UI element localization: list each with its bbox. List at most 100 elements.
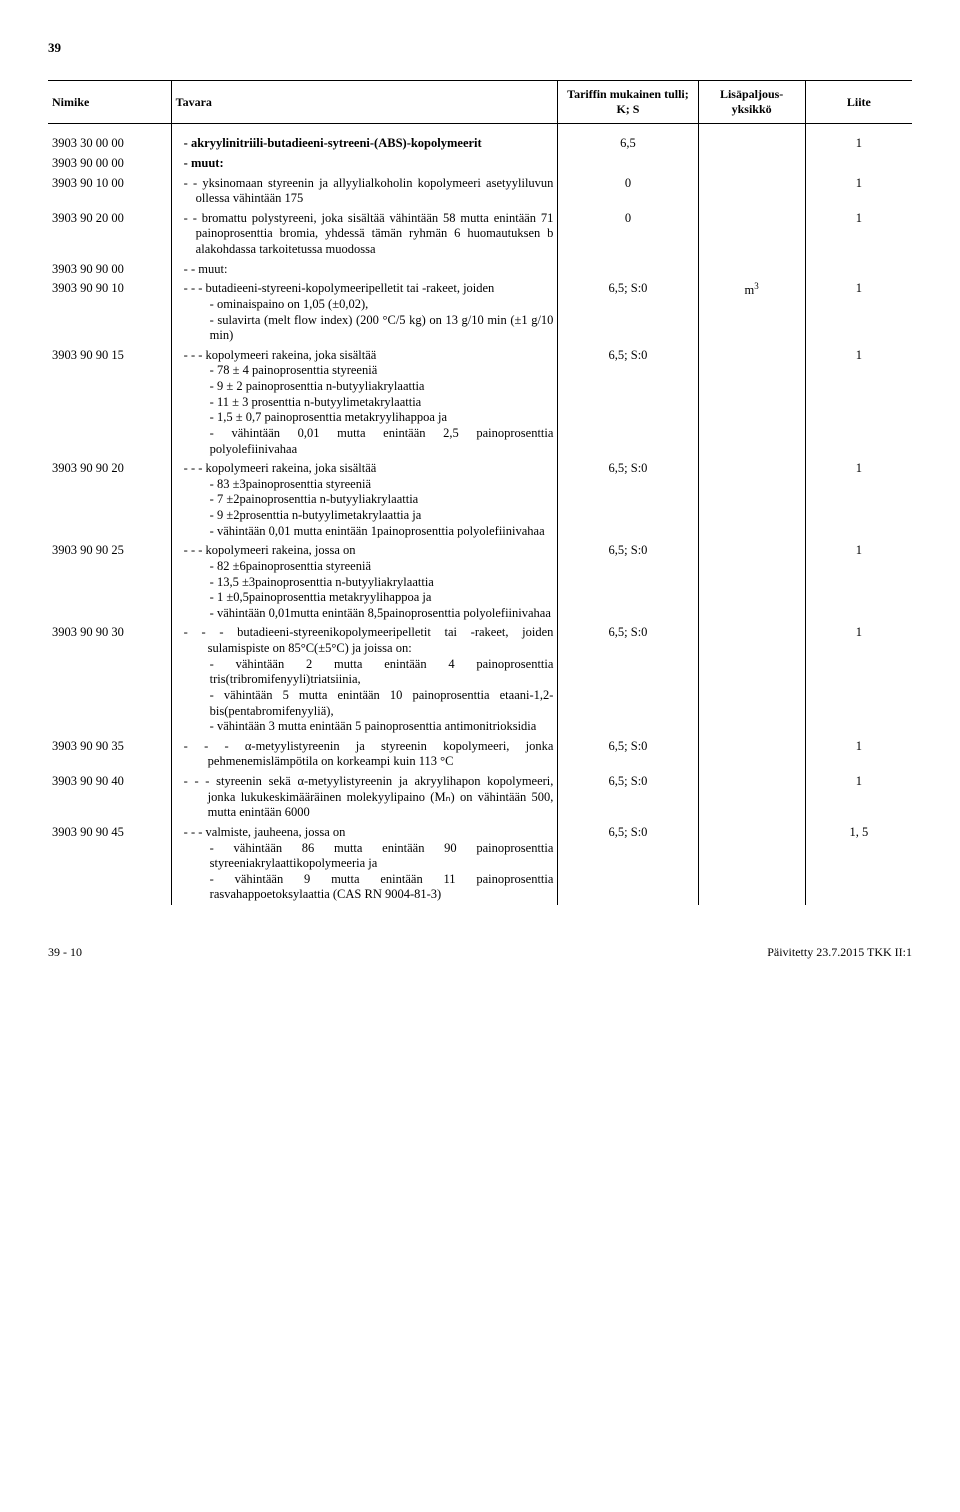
description-subline: - vähintään 2 mutta enintään 4 painopros…	[178, 657, 554, 688]
table-row: 3903 90 90 10- - - butadieeni-styreeni-k…	[48, 279, 912, 346]
header-tavara: Tavara	[171, 81, 558, 124]
description-subline: - sulavirta (melt flow index) (200 °C/5 …	[178, 313, 554, 344]
table-row: 3903 90 00 00- muut:	[48, 154, 912, 174]
yksikko-cell	[698, 134, 805, 154]
header-tulli: Tariffin mukainen tulli; K; S	[558, 81, 698, 124]
table-row: 3903 90 90 45 - - - valmiste, jauheena, j…	[48, 823, 912, 905]
liite-cell: 1	[805, 209, 912, 260]
liite-cell: 1	[805, 134, 912, 154]
description-cell: - - - kopolymeeri rakeina, joka sisältää…	[171, 346, 558, 459]
description-subline: - 1,5 ± 0,7 painoprosenttia metakryyliha…	[178, 410, 554, 426]
liite-cell	[805, 154, 912, 174]
tulli-cell: 6,5; S:0	[558, 279, 698, 346]
code-cell: 3903 90 20 00	[48, 209, 171, 260]
page-number-top: 39	[48, 40, 912, 56]
description-subline: - vähintään 9 mutta enintään 11 painopro…	[178, 872, 554, 903]
yksikko-cell	[698, 209, 805, 260]
tulli-cell: 6,5	[558, 134, 698, 154]
description-main: - muut:	[178, 156, 554, 172]
description-subline: - vähintään 0,01mutta enintään 8,5painop…	[178, 606, 554, 622]
code-cell: 3903 90 90 35	[48, 737, 171, 772]
table-row: 3903 90 90 00- - muut:	[48, 260, 912, 280]
code-cell: 3903 90 90 10	[48, 279, 171, 346]
description-subline: - vähintään 0,01 mutta enintään 1painopr…	[178, 524, 554, 540]
footer-left: 39 - 10	[48, 945, 82, 960]
yksikko-cell: m3	[698, 279, 805, 346]
description-subline: - 9 ±2prosenttia n-butyylimetakrylaattia…	[178, 508, 554, 524]
description-subline: - 82 ±6painoprosenttia styreeniä	[178, 559, 554, 575]
description-main: - - - valmiste, jauheena, jossa on	[178, 825, 554, 841]
liite-cell	[805, 260, 912, 280]
table-row: 3903 90 90 40- - - styreenin sekä α-mety…	[48, 772, 912, 823]
header-nimike: Nimike	[48, 81, 171, 124]
yksikko-cell	[698, 346, 805, 459]
description-subline: - 11 ± 3 prosenttia n-butyylimetakrylaat…	[178, 395, 554, 411]
liite-cell: 1	[805, 737, 912, 772]
description-subline: - 9 ± 2 painoprosenttia n-butyyliakrylaa…	[178, 379, 554, 395]
header-yksikko-line2: yksikkö	[732, 102, 772, 116]
liite-cell: 1	[805, 174, 912, 209]
table-row: 3903 90 90 20- - - kopolymeeri rakeina, …	[48, 459, 912, 541]
header-tulli-line2: K; S	[616, 102, 639, 116]
tulli-cell: 6,5; S:0	[558, 623, 698, 736]
yksikko-cell	[698, 737, 805, 772]
yksikko-cell	[698, 772, 805, 823]
table-body: 3903 30 00 00- akryylinitriili-butadieen…	[48, 124, 912, 905]
code-cell: 3903 90 90 45	[48, 823, 171, 905]
liite-cell: 1	[805, 279, 912, 346]
code-cell: 3903 90 90 15	[48, 346, 171, 459]
header-yksikko-line1: Lisäpaljous-	[720, 87, 783, 101]
tulli-cell: 6,5; S:0	[558, 737, 698, 772]
liite-cell: 1	[805, 772, 912, 823]
yksikko-cell	[698, 459, 805, 541]
description-cell: - akryylinitriili-butadieeni-sytreeni-(A…	[171, 134, 558, 154]
description-cell: - - - α-metyylistyreenin ja styreenin ko…	[171, 737, 558, 772]
tulli-cell: 0	[558, 209, 698, 260]
yksikko-cell	[698, 260, 805, 280]
description-subline: - vähintään 5 mutta enintään 10 painopro…	[178, 688, 554, 719]
description-main: - - bromattu polystyreeni, joka sisältää…	[178, 211, 554, 258]
description-subline: - vähintään 86 mutta enintään 90 painopr…	[178, 841, 554, 872]
description-subline: - 7 ±2painoprosenttia n-butyyliakrylaatt…	[178, 492, 554, 508]
description-cell: - - muut:	[171, 260, 558, 280]
yksikko-cell	[698, 823, 805, 905]
description-main: - - - styreenin sekä α-metyylistyreenin …	[178, 774, 554, 821]
description-subline: - vähintään 3 mutta enintään 5 painopros…	[178, 719, 554, 735]
tariff-table: Nimike Tavara Tariffin mukainen tulli; K…	[48, 80, 912, 905]
yksikko-cell	[698, 541, 805, 623]
description-cell: - muut:	[171, 154, 558, 174]
description-cell: - - - butadieeni-styreenikopolymeeripell…	[171, 623, 558, 736]
table-row: 3903 30 00 00- akryylinitriili-butadieen…	[48, 134, 912, 154]
liite-cell: 1, 5	[805, 823, 912, 905]
description-main: - - muut:	[178, 262, 554, 278]
description-subline: - 83 ±3painoprosenttia styreeniä	[178, 477, 554, 493]
footer-right: Päivitetty 23.7.2015 TKK II:1	[767, 945, 912, 960]
header-yksikko: Lisäpaljous- yksikkö	[698, 81, 805, 124]
tulli-cell: 0	[558, 174, 698, 209]
tulli-cell: 6,5; S:0	[558, 459, 698, 541]
yksikko-cell	[698, 623, 805, 736]
description-main: - - - butadieeni-styreenikopolymeeripell…	[178, 625, 554, 656]
description-cell: - - - kopolymeeri rakeina, jossa on- 82 …	[171, 541, 558, 623]
liite-cell: 1	[805, 541, 912, 623]
description-cell: - - - butadieeni-styreeni-kopolymeeripel…	[171, 279, 558, 346]
table-row: 3903 90 90 25- - - kopolymeeri rakeina, …	[48, 541, 912, 623]
tulli-cell: 6,5; S:0	[558, 541, 698, 623]
description-subline: - 1 ±0,5painoprosenttia metakryylihappoa…	[178, 590, 554, 606]
tulli-cell: 6,5; S:0	[558, 772, 698, 823]
code-cell: 3903 90 90 20	[48, 459, 171, 541]
description-main: - - - kopolymeeri rakeina, jossa on	[178, 543, 554, 559]
tulli-cell	[558, 260, 698, 280]
code-cell: 3903 90 90 40	[48, 772, 171, 823]
liite-cell: 1	[805, 623, 912, 736]
page-footer: 39 - 10 Päivitetty 23.7.2015 TKK II:1	[48, 945, 912, 960]
liite-cell: 1	[805, 459, 912, 541]
description-cell: - - yksinomaan styreenin ja allyylialkoh…	[171, 174, 558, 209]
code-cell: 3903 90 90 25	[48, 541, 171, 623]
description-subline: - vähintään 0,01 mutta enintään 2,5 pain…	[178, 426, 554, 457]
table-row: 3903 90 20 00- - bromattu polystyreeni, …	[48, 209, 912, 260]
table-row: 3903 90 90 15- - - kopolymeeri rakeina, …	[48, 346, 912, 459]
code-cell: 3903 90 90 30	[48, 623, 171, 736]
description-subline: - ominaispaino on 1,05 (±0,02),	[178, 297, 554, 313]
description-main: - - - kopolymeeri rakeina, joka sisältää	[178, 348, 554, 364]
